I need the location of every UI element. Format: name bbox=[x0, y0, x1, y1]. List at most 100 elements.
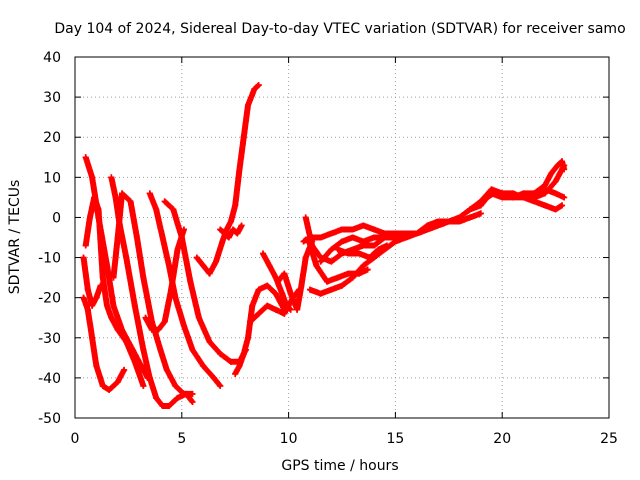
data-point bbox=[114, 326, 121, 333]
data-point bbox=[360, 222, 367, 229]
data-point bbox=[155, 326, 162, 333]
data-point bbox=[531, 194, 538, 201]
data-point bbox=[313, 262, 320, 269]
series-track-27 bbox=[531, 162, 568, 201]
data-point bbox=[424, 222, 431, 229]
data-point bbox=[445, 218, 452, 225]
data-points bbox=[80, 82, 568, 409]
x-tick-label: 5 bbox=[177, 431, 186, 447]
data-point bbox=[364, 266, 371, 273]
data-point bbox=[349, 234, 356, 241]
data-point bbox=[82, 154, 89, 161]
data-point bbox=[552, 190, 559, 197]
data-point bbox=[328, 258, 335, 265]
data-point bbox=[317, 258, 324, 265]
data-point bbox=[80, 294, 87, 301]
data-point bbox=[371, 226, 378, 233]
x-tick-label: 25 bbox=[600, 431, 618, 447]
data-point bbox=[108, 174, 115, 181]
data-point bbox=[217, 382, 224, 389]
data-point bbox=[245, 102, 252, 109]
data-point bbox=[172, 294, 179, 301]
data-point bbox=[324, 278, 331, 285]
data-point bbox=[93, 362, 100, 369]
data-point bbox=[552, 178, 559, 185]
data-point bbox=[161, 198, 168, 205]
data-point bbox=[206, 338, 213, 345]
data-point bbox=[212, 258, 219, 265]
data-point bbox=[84, 306, 91, 313]
data-point bbox=[157, 346, 164, 353]
data-point bbox=[345, 270, 352, 277]
data-point bbox=[146, 374, 153, 381]
data-point bbox=[298, 282, 305, 289]
data-point bbox=[281, 310, 288, 317]
chart-title: Day 104 of 2024, Sidereal Day-to-day VTE… bbox=[54, 21, 625, 37]
data-point bbox=[114, 378, 121, 385]
data-point bbox=[232, 370, 239, 377]
data-point bbox=[238, 222, 245, 229]
data-point bbox=[272, 306, 279, 313]
data-point bbox=[477, 198, 484, 205]
data-point bbox=[148, 326, 155, 333]
data-point bbox=[110, 274, 117, 281]
data-point bbox=[334, 274, 341, 281]
series-track-3 bbox=[82, 194, 147, 389]
series-track-12 bbox=[232, 282, 288, 377]
data-point bbox=[279, 290, 286, 297]
series-track-14 bbox=[259, 250, 294, 313]
data-point bbox=[349, 226, 356, 233]
y-tick-label: 10 bbox=[43, 170, 61, 186]
data-point bbox=[89, 174, 96, 181]
data-point bbox=[99, 382, 106, 389]
data-point bbox=[541, 182, 548, 189]
axis-ticks bbox=[74, 56, 610, 419]
data-point bbox=[467, 206, 474, 213]
y-tick-label: 30 bbox=[43, 90, 61, 106]
data-point bbox=[339, 226, 345, 233]
data-point bbox=[559, 158, 566, 165]
y-tick-label: 0 bbox=[52, 210, 61, 226]
data-point bbox=[123, 338, 130, 345]
data-point bbox=[172, 382, 179, 389]
plot-frame bbox=[74, 56, 610, 419]
data-point bbox=[499, 194, 506, 201]
data-point bbox=[255, 310, 262, 317]
data-point bbox=[121, 366, 128, 373]
data-point bbox=[146, 190, 153, 197]
data-point bbox=[383, 242, 390, 249]
data-point bbox=[249, 302, 256, 309]
data-point bbox=[302, 214, 309, 221]
data-point bbox=[467, 214, 474, 221]
data-point bbox=[104, 262, 111, 269]
data-point bbox=[221, 230, 228, 237]
series-track-2 bbox=[80, 294, 128, 393]
data-point bbox=[187, 278, 194, 285]
data-point bbox=[80, 254, 87, 261]
data-point bbox=[403, 230, 410, 237]
data-point bbox=[189, 346, 196, 353]
data-point bbox=[371, 234, 378, 241]
data-point bbox=[227, 218, 234, 225]
data-point bbox=[108, 314, 115, 321]
x-tick-label: 20 bbox=[493, 431, 511, 447]
data-point bbox=[272, 274, 279, 281]
data-point bbox=[334, 246, 341, 253]
data-point bbox=[456, 214, 463, 221]
data-point bbox=[153, 206, 160, 213]
data-point bbox=[306, 286, 313, 293]
data-point bbox=[112, 194, 119, 201]
data-point bbox=[86, 214, 93, 221]
data-point bbox=[170, 206, 177, 213]
data-point bbox=[328, 286, 335, 293]
data-point bbox=[217, 226, 224, 233]
data-point bbox=[255, 82, 262, 89]
data-point bbox=[561, 162, 568, 169]
data-point bbox=[195, 314, 202, 321]
series-track-15 bbox=[274, 238, 316, 313]
data-point bbox=[140, 382, 147, 389]
series-track-21 bbox=[334, 242, 390, 261]
x-tick-label: 0 bbox=[71, 431, 80, 447]
data-point bbox=[227, 358, 234, 365]
